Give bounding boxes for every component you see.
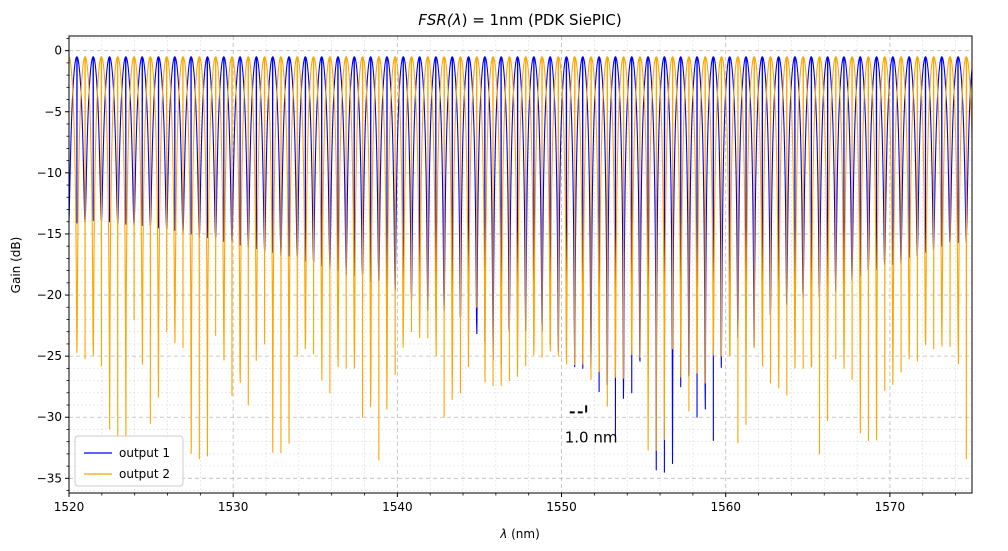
- x-tick-label: 1520: [54, 500, 85, 514]
- series-line-output-2: [69, 56, 972, 461]
- grid-minor: [69, 36, 972, 493]
- x-tick-label: 1530: [218, 500, 249, 514]
- series-layer: [69, 56, 972, 473]
- title-prefix: FSR(: [418, 11, 454, 29]
- x-axis-label-unit: (nm): [507, 527, 539, 541]
- fsr-annotation-label: 1.0 nm: [565, 428, 618, 446]
- plot-frame: [68, 35, 973, 494]
- x-axis-label: λ (nm): [499, 527, 540, 541]
- legend: output 1 output 2: [74, 435, 184, 487]
- legend-label-output-2: output 2: [119, 467, 170, 481]
- y-tick-label: −20: [37, 288, 62, 302]
- fsr-annotation: 1.0 nm: [565, 405, 618, 446]
- y-tick-label: 0: [54, 44, 62, 58]
- grid-major: [68, 36, 972, 493]
- x-tick-label: 1550: [546, 500, 577, 514]
- chart-title: FSR(λ) = 1nm (PDK SiePIC): [418, 11, 621, 29]
- x-tick-label: 1570: [875, 500, 906, 514]
- x-tick-label: 1540: [382, 500, 413, 514]
- y-tick-label: −25: [37, 349, 62, 363]
- axis-ticks: 1520 1530 1540 1550 1560 1570 0 −5 −10 −15 −20 −25 −…: [37, 38, 956, 514]
- x-axis-label-symbol: λ: [499, 527, 507, 541]
- y-axis-label: Gain (dB): [9, 237, 23, 294]
- y-tick-label: −35: [37, 471, 62, 485]
- x-tick-label: 1560: [710, 500, 741, 514]
- title-suffix: ) = 1nm (PDK SiePIC): [462, 11, 622, 29]
- title-lambda: λ: [452, 11, 462, 29]
- y-tick-label: −30: [37, 410, 62, 424]
- legend-label-output-1: output 1: [119, 446, 170, 460]
- y-tick-label: −5: [44, 105, 62, 119]
- y-tick-label: −10: [37, 166, 62, 180]
- y-tick-label: −15: [37, 227, 62, 241]
